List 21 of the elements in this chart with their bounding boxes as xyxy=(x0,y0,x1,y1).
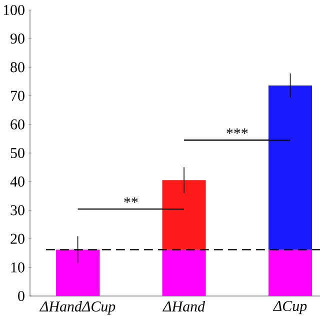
y-tick-label: 60 xyxy=(10,119,24,130)
y-tick-label: 10 xyxy=(11,262,24,272)
bar xyxy=(268,86,312,250)
bar xyxy=(56,250,100,296)
x-tick-label: ΔHand xyxy=(162,301,206,312)
y-tick-label: 90 xyxy=(10,34,24,44)
bar xyxy=(162,250,206,296)
y-tick-label: 50 xyxy=(10,148,24,158)
y-tick-label: 0 xyxy=(18,290,24,302)
y-tick-label: 80 xyxy=(10,62,24,72)
x-tick-label: ΔCup xyxy=(272,301,307,314)
x-tick-label: ΔHandΔCup xyxy=(39,301,116,315)
y-tick-label: 30 xyxy=(10,205,24,216)
annotation: *** xyxy=(226,128,248,134)
y-tick-label: 70 xyxy=(11,90,24,101)
y-tick-label: 100 xyxy=(4,4,24,16)
bar xyxy=(268,250,312,296)
annotation: ** xyxy=(124,197,138,203)
bar xyxy=(162,180,206,250)
y-tick-label: 20 xyxy=(10,234,24,244)
y-tick-label: 40 xyxy=(10,176,24,187)
